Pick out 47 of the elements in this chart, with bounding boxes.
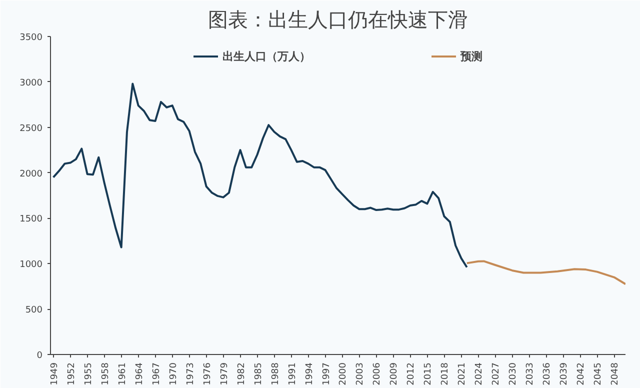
x-tick-label: 1994 — [304, 362, 315, 386]
x-tick-label: 2036 — [542, 362, 553, 386]
x-tick-label: 2030 — [508, 362, 519, 386]
chart-title: 图表：出生人口仍在快速下滑 — [208, 8, 468, 32]
x-tick-label: 1982 — [236, 362, 247, 386]
x-tick-label: 2024 — [474, 362, 485, 386]
x-tick-label: 2021 — [458, 362, 468, 386]
x-tick-label: 2006 — [372, 362, 383, 386]
x-tick-label: 1970 — [168, 362, 179, 386]
x-tick-label: 2012 — [406, 362, 417, 386]
x-tick-label: 1997 — [322, 362, 332, 386]
x-tick-label: 2018 — [440, 362, 451, 386]
y-tick-label: 3500 — [20, 33, 43, 43]
x-tick-label: 1985 — [254, 362, 264, 386]
x-tick-label: 2039 — [560, 362, 570, 386]
legend-label: 预测 — [460, 48, 482, 64]
x-tick-label: 1976 — [202, 362, 213, 386]
x-tick-label: 2003 — [356, 362, 366, 386]
legend-label: 出生人口（万人） — [222, 48, 310, 64]
x-tick-label: 1949 — [50, 362, 60, 386]
y-tick-label: 2000 — [20, 169, 43, 180]
x-tick-label: 1991 — [288, 362, 298, 386]
y-tick-label: 500 — [25, 306, 43, 316]
x-tick-label: 2033 — [526, 362, 536, 386]
x-tick-label: 2048 — [610, 362, 621, 386]
x-tick-label: 1961 — [118, 362, 128, 386]
x-tick-label: 1979 — [220, 362, 230, 386]
y-tick-label: 0 — [36, 351, 43, 361]
line-series — [52, 82, 468, 268]
x-tick-label: 1967 — [152, 362, 162, 386]
x-tick-label: 2000 — [338, 362, 349, 386]
x-tick-label: 1988 — [270, 362, 281, 386]
y-tick-label: 1500 — [20, 214, 43, 225]
y-tick-label: 1000 — [20, 260, 43, 270]
x-tick-label: 1952 — [66, 362, 77, 386]
x-tick-label: 2027 — [492, 362, 502, 386]
y-tick-label: 2500 — [20, 124, 43, 134]
y-tick-label: 3000 — [20, 78, 43, 88]
x-tick-label: 2015 — [424, 362, 434, 386]
x-tick-label: 1958 — [100, 362, 111, 386]
x-tick-label: 2009 — [390, 362, 400, 386]
x-tick-label: 2045 — [594, 362, 604, 386]
x-tick-label: 1955 — [84, 362, 94, 386]
x-tick-label: 1973 — [186, 362, 196, 386]
x-tick-label: 1964 — [134, 362, 145, 386]
line-series — [466, 260, 626, 286]
x-tick-label: 2042 — [576, 362, 587, 386]
